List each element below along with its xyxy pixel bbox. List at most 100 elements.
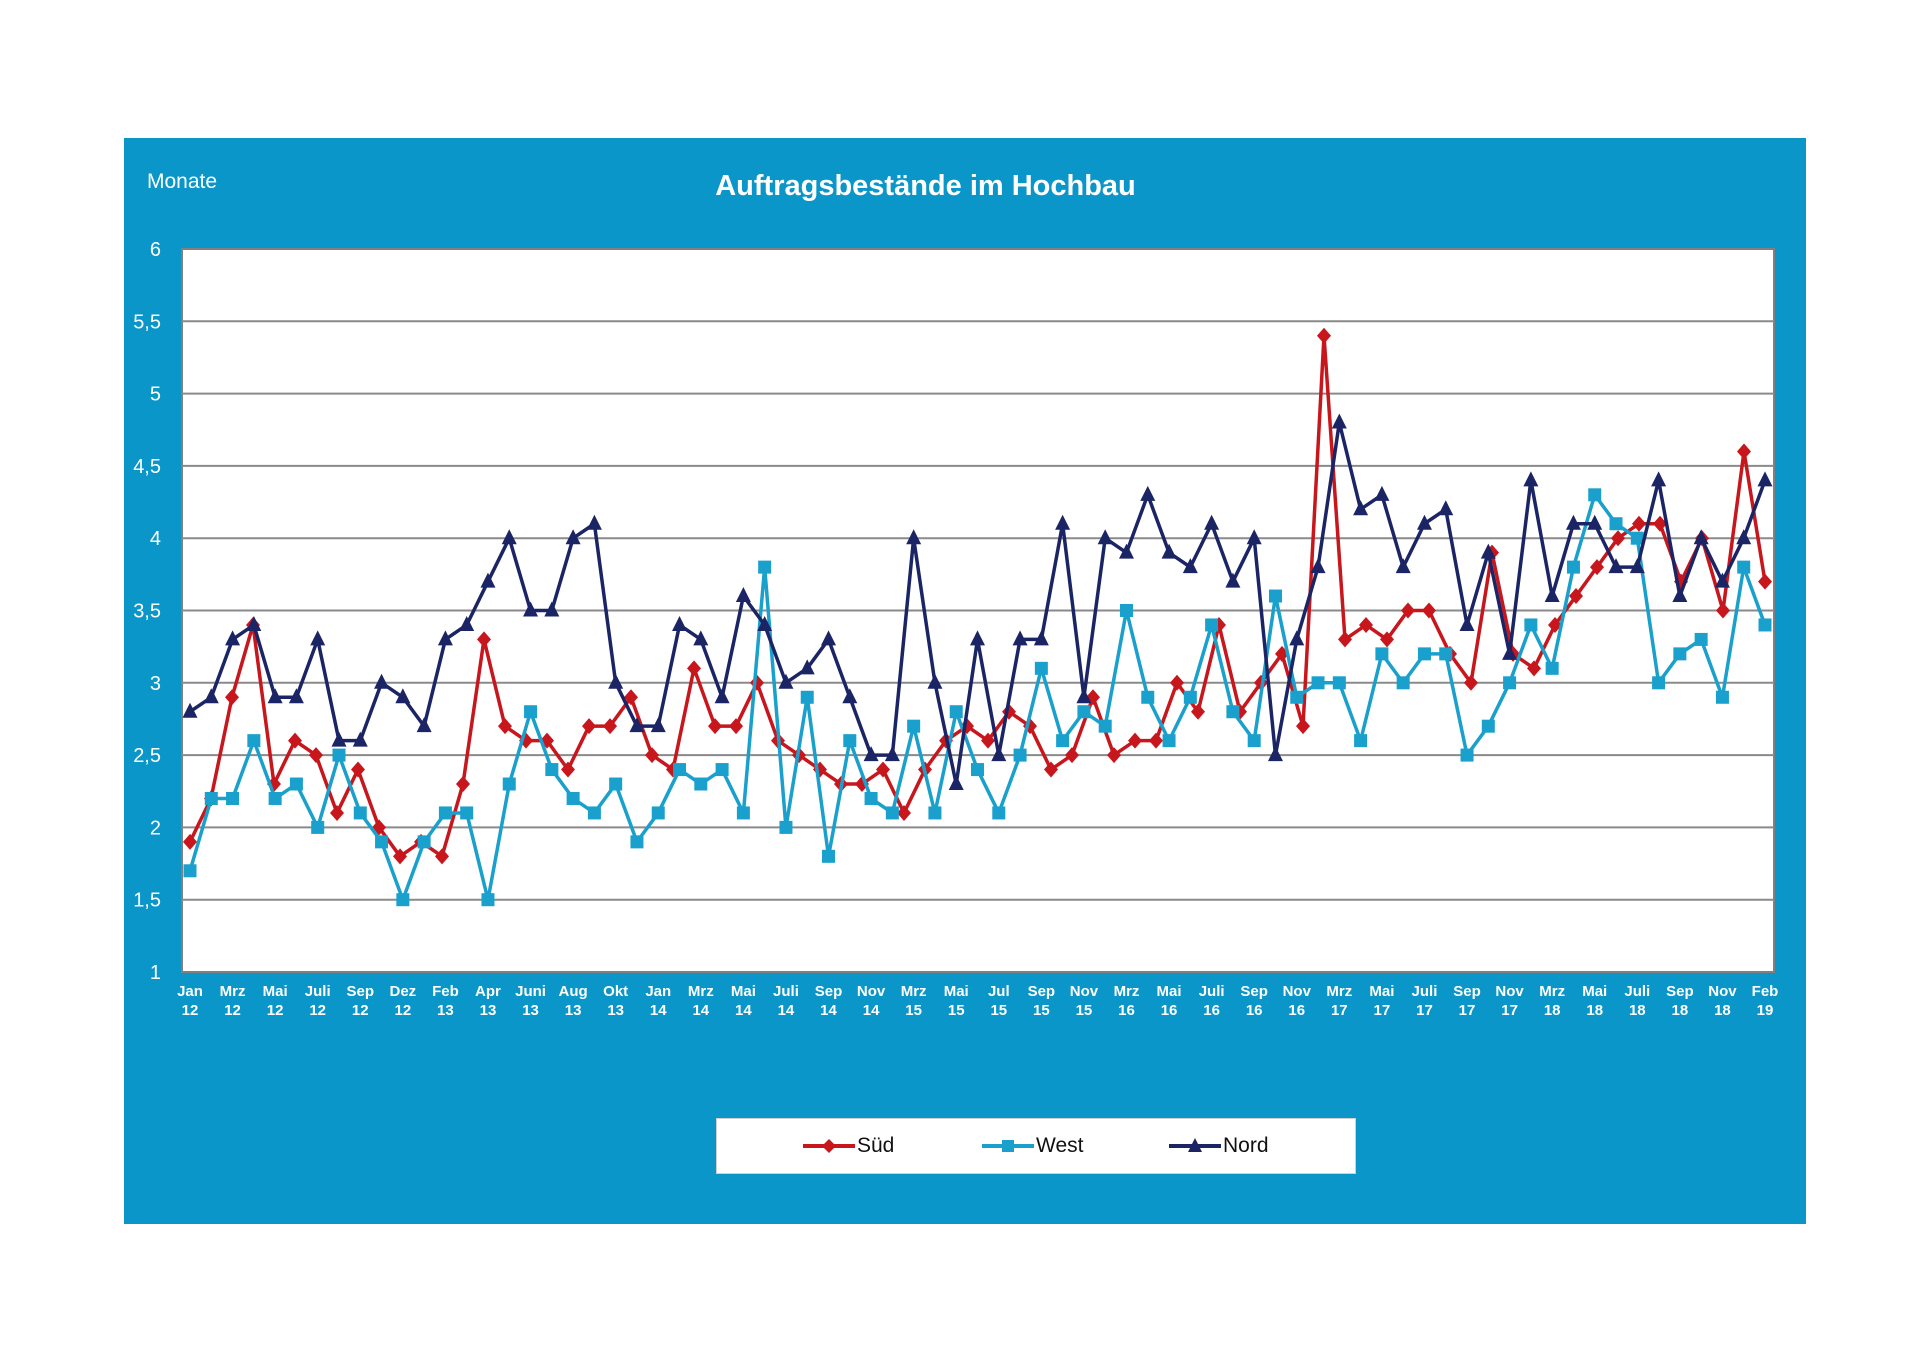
data-point bbox=[310, 630, 326, 646]
x-tick-label: 16 bbox=[1288, 1002, 1305, 1019]
data-point bbox=[1416, 514, 1432, 530]
data-point bbox=[608, 673, 624, 689]
x-tick-label: 15 bbox=[948, 1002, 965, 1019]
legend-label-sued: Süd bbox=[857, 1134, 895, 1157]
data-point bbox=[991, 746, 1007, 762]
x-tick-label: 18 bbox=[1544, 1002, 1561, 1019]
data-point bbox=[970, 630, 985, 646]
legend-swatch-sued bbox=[803, 1139, 855, 1153]
data-point bbox=[981, 732, 995, 749]
data-point bbox=[1359, 616, 1373, 633]
data-point bbox=[456, 776, 470, 793]
data-point bbox=[477, 631, 491, 648]
data-point bbox=[650, 717, 666, 733]
x-tick-label: 15 bbox=[990, 1002, 1007, 1019]
x-tick-label: Mai bbox=[1157, 983, 1182, 1000]
data-point bbox=[822, 849, 836, 863]
data-point bbox=[1317, 327, 1331, 344]
data-point bbox=[374, 673, 390, 689]
x-tick-label: Sep bbox=[1240, 983, 1268, 1000]
x-tick-label: 17 bbox=[1501, 1002, 1518, 1019]
data-point bbox=[1332, 676, 1346, 690]
x-tick-label: 18 bbox=[1586, 1002, 1603, 1019]
x-tick-label: Mai bbox=[1369, 983, 1394, 1000]
data-point bbox=[1225, 572, 1241, 588]
data-point bbox=[1652, 676, 1666, 690]
data-point bbox=[481, 893, 495, 907]
x-tick-label: Nov bbox=[1495, 983, 1524, 1000]
gridlines bbox=[182, 320, 1774, 901]
data-point bbox=[268, 791, 282, 805]
data-point bbox=[375, 835, 389, 849]
data-point bbox=[1141, 690, 1155, 704]
data-point bbox=[1290, 690, 1304, 704]
data-point bbox=[897, 804, 911, 821]
data-point bbox=[1716, 602, 1730, 619]
data-point bbox=[630, 835, 644, 849]
x-tick-label: Juli bbox=[305, 983, 331, 1000]
data-point bbox=[603, 718, 617, 735]
data-point bbox=[1140, 485, 1156, 501]
data-point bbox=[885, 806, 899, 820]
data-point bbox=[1566, 560, 1580, 574]
y-tick-label: 3,5 bbox=[133, 601, 161, 623]
legend-swatch-nord bbox=[1169, 1138, 1221, 1152]
x-tick-label: 13 bbox=[480, 1002, 497, 1019]
x-tick-label: Juli bbox=[773, 983, 799, 1000]
data-point bbox=[645, 747, 659, 764]
x-tick-label: Juli bbox=[1412, 983, 1438, 1000]
x-tick-label: 16 bbox=[1161, 1002, 1178, 1019]
data-point bbox=[1380, 631, 1394, 648]
data-point bbox=[1396, 676, 1410, 690]
data-point bbox=[651, 806, 665, 820]
x-tick-label: 12 bbox=[309, 1002, 326, 1019]
data-point bbox=[247, 734, 261, 748]
data-point bbox=[1395, 558, 1411, 574]
data-point bbox=[331, 731, 347, 747]
data-point bbox=[1311, 676, 1325, 690]
data-point bbox=[673, 763, 687, 777]
data-point bbox=[821, 630, 837, 646]
data-point bbox=[1056, 734, 1070, 748]
data-point bbox=[1331, 413, 1347, 429]
data-point bbox=[1128, 732, 1142, 749]
data-point bbox=[309, 747, 323, 764]
data-point bbox=[1758, 573, 1772, 590]
data-point bbox=[864, 791, 878, 805]
data-point bbox=[225, 689, 239, 706]
x-tick-label: Juli bbox=[1624, 983, 1650, 1000]
data-point bbox=[1609, 517, 1623, 531]
data-point bbox=[1097, 529, 1113, 545]
data-point bbox=[183, 864, 197, 878]
x-tick-labels: Jan 12 Mrz 12 Mai 12 Juli 12 Sep 12 Dez 12 Feb 13 Apr 1… bbox=[177, 983, 1778, 1019]
data-point bbox=[566, 791, 580, 805]
data-point bbox=[332, 748, 346, 762]
data-point bbox=[1694, 632, 1708, 646]
x-tick-label: 16 bbox=[1246, 1002, 1263, 1019]
data-point bbox=[1523, 471, 1539, 487]
x-tick-label: Mrz bbox=[901, 983, 927, 1000]
x-tick-label: Sep bbox=[1666, 983, 1694, 1000]
chart-title: Auftragsbestände im Hochbau bbox=[715, 170, 1136, 202]
data-point bbox=[1439, 647, 1453, 661]
x-tick-label: Apr bbox=[475, 983, 501, 1000]
data-point bbox=[1587, 514, 1603, 530]
y-tick-label: 2,5 bbox=[133, 745, 161, 767]
data-point bbox=[498, 718, 512, 735]
data-point bbox=[799, 659, 815, 675]
x-tick-label: 18 bbox=[1629, 1002, 1646, 1019]
data-point bbox=[1651, 471, 1667, 487]
x-tick-label: 12 bbox=[267, 1002, 284, 1019]
x-tick-label: 17 bbox=[1331, 1002, 1348, 1019]
data-point bbox=[1502, 644, 1518, 660]
x-tick-label: Sep bbox=[1453, 983, 1481, 1000]
data-point bbox=[1736, 529, 1752, 545]
data-point bbox=[246, 615, 262, 631]
x-tick-label: Nov bbox=[1708, 983, 1737, 1000]
data-point bbox=[183, 833, 197, 850]
data-point bbox=[1098, 719, 1112, 733]
data-point bbox=[225, 630, 241, 646]
data-point bbox=[1527, 660, 1541, 677]
data-point bbox=[1545, 661, 1559, 675]
data-point bbox=[1268, 589, 1282, 603]
